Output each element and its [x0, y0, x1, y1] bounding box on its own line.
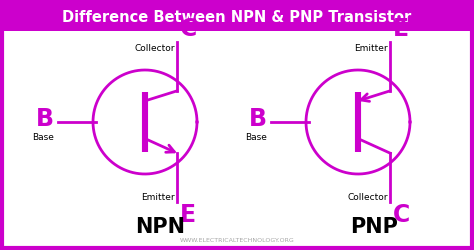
Text: B: B — [36, 106, 54, 130]
Text: B: B — [249, 106, 267, 130]
Text: Base: Base — [245, 132, 267, 141]
Text: NPN: NPN — [136, 216, 186, 236]
Text: WWW.ELECTRICALTECHNOLOGY.ORG: WWW.ELECTRICALTECHNOLOGY.ORG — [180, 238, 294, 242]
Text: Collector: Collector — [135, 44, 175, 53]
Text: E: E — [393, 17, 410, 41]
Text: Emitter: Emitter — [355, 44, 388, 53]
Text: Emitter: Emitter — [142, 192, 175, 201]
Text: C: C — [180, 17, 198, 41]
Text: C: C — [393, 202, 410, 226]
Bar — [2, 2, 472, 32]
Text: PNP: PNP — [350, 216, 398, 236]
Text: Base: Base — [32, 132, 54, 141]
Text: E: E — [180, 202, 196, 226]
Text: Collector: Collector — [348, 192, 388, 201]
Text: Difference Between NPN & PNP Transistor: Difference Between NPN & PNP Transistor — [63, 10, 411, 24]
